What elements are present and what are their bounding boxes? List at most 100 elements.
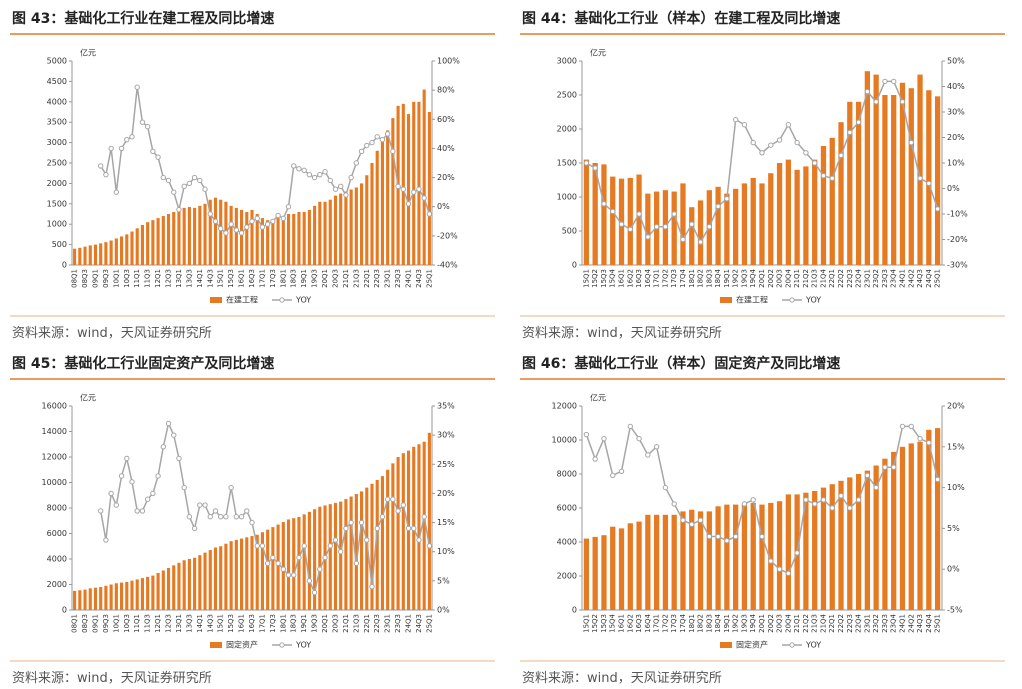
yoy-point	[724, 196, 730, 202]
yoy-point	[706, 533, 713, 540]
yoy-point	[618, 221, 625, 227]
bar	[891, 451, 897, 610]
bar	[838, 480, 844, 610]
x-tick-label: 17Q3	[269, 269, 277, 288]
x-tick-label: 19Q3	[311, 269, 319, 288]
yoy-point	[601, 201, 607, 207]
yoy-point	[134, 84, 140, 90]
x-tick-label: 21Q1	[793, 614, 801, 633]
bar	[360, 183, 364, 265]
bar	[318, 201, 322, 265]
x-tick-label: 18Q2	[697, 614, 705, 633]
bar	[135, 579, 139, 610]
bar	[592, 536, 598, 610]
x-tick-label: 19Q4	[749, 613, 757, 632]
source-note: 资料来源：wind，天风证券研究所	[522, 325, 722, 341]
x-tick-label: 17Q1	[653, 614, 661, 633]
x-tick-label: 24Q1	[405, 269, 413, 288]
yoy-point	[776, 137, 783, 143]
yoy-point	[311, 589, 318, 596]
bar	[926, 90, 932, 266]
yoy-point	[426, 543, 433, 549]
yoy-point	[583, 160, 590, 166]
bar	[255, 214, 259, 265]
bar	[333, 502, 338, 610]
legend-label: YOY	[295, 296, 311, 305]
yoy-point	[327, 543, 333, 549]
bar	[864, 470, 870, 610]
x-tick-label: 16Q4	[644, 268, 652, 287]
bar	[93, 587, 98, 610]
bar	[78, 247, 82, 265]
x-tick-label: 14Q1	[196, 614, 204, 633]
bar	[344, 191, 348, 265]
x-tick-label: 23Q2	[872, 269, 880, 288]
source-note: 资料来源：wind，天风证券研究所	[522, 670, 722, 686]
bar	[281, 216, 285, 265]
bar	[161, 216, 165, 265]
x-tick-label: 15Q3	[227, 614, 235, 633]
yoy-point	[238, 230, 245, 236]
bar	[759, 183, 765, 265]
x-tick-label: 17Q2	[661, 614, 669, 633]
bar	[917, 74, 923, 265]
yoy-point	[332, 186, 339, 192]
yoy-point	[108, 145, 114, 152]
x-tick-label: 09Q3	[102, 269, 110, 288]
bar	[618, 528, 625, 610]
bar	[146, 576, 150, 610]
x-tick-label: 21Q1	[342, 269, 350, 288]
bar	[838, 122, 844, 265]
bar	[120, 582, 124, 610]
bar	[172, 211, 176, 265]
yoy-point	[369, 139, 375, 146]
bar	[601, 164, 607, 265]
x-tick-label: 18Q2	[697, 269, 705, 288]
yoy-point	[671, 501, 677, 507]
x-tick-label: 10Q3	[123, 269, 131, 288]
y2-tick-label: -20%	[947, 235, 968, 244]
x-tick-label: 14Q3	[206, 269, 214, 288]
y-tick-label: 10000	[42, 478, 67, 487]
yoy-point	[129, 479, 135, 485]
y-tick-label: 2000	[557, 125, 577, 134]
bar	[276, 218, 280, 265]
x-tick-label: 20Q2	[767, 614, 775, 633]
bar	[847, 101, 853, 265]
unit-label: 亿元	[590, 393, 606, 403]
bar	[427, 112, 431, 265]
bar	[671, 514, 677, 610]
y-tick-label: 3000	[557, 57, 577, 66]
yoy-point	[820, 497, 827, 503]
x-tick-label: 10Q3	[123, 614, 131, 633]
x-tick-label: 15Q3	[600, 269, 608, 288]
bar	[417, 444, 421, 610]
yoy-point	[390, 148, 396, 155]
x-tick-label: 16Q3	[635, 269, 643, 288]
yoy-point	[202, 502, 208, 508]
yoy-point	[873, 484, 879, 491]
yoy-point	[645, 452, 651, 458]
x-tick-label: 11Q1	[133, 269, 141, 288]
x-tick-label: 24Q3	[916, 614, 924, 633]
x-tick-label: 20Q4	[784, 613, 792, 632]
yoy-point	[144, 123, 151, 130]
yoy-point	[228, 221, 234, 227]
x-tick-label: 17Q2	[661, 269, 669, 288]
yoy-point	[724, 537, 730, 544]
yoy-point	[416, 537, 422, 543]
x-tick-label: 16Q1	[618, 614, 626, 633]
bar	[307, 511, 311, 610]
y2-tick-label: 20%	[947, 402, 965, 411]
yoy-point	[891, 464, 897, 470]
bar	[855, 101, 862, 265]
y2-tick-label: 10%	[947, 483, 965, 492]
bar	[224, 543, 228, 610]
bar	[88, 245, 92, 265]
yoy-point	[97, 163, 104, 169]
bar	[768, 173, 774, 265]
bar	[297, 211, 301, 265]
y-tick-label: 0	[62, 261, 67, 270]
bar	[281, 522, 285, 610]
yoy-point	[186, 514, 193, 520]
